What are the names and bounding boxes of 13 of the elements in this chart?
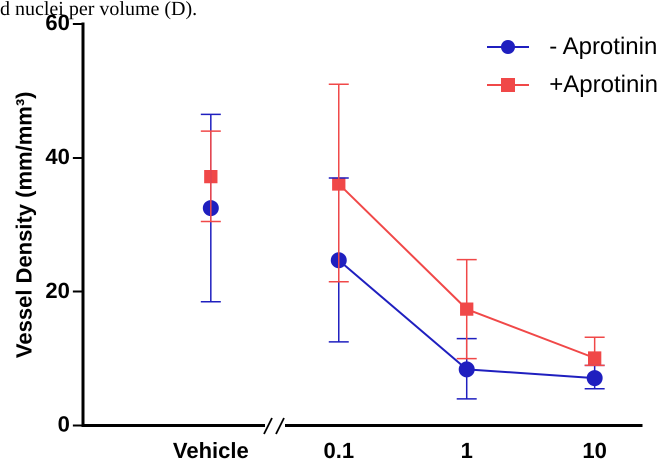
y-tick-label: 20 [45, 278, 70, 303]
y-tick-label: 40 [45, 144, 70, 169]
legend-label: - Aprotinin [549, 33, 658, 61]
point [588, 351, 602, 365]
y-tick-label: 0 [58, 412, 70, 437]
y-axis-title: Vessel Density (mm/mm³) [11, 92, 36, 358]
legend-label: +Aprotinin [549, 71, 658, 99]
x-tick-label: Vehicle [172, 438, 249, 463]
x-tick-label: 0.1 [323, 438, 354, 463]
x-tick-label: 10 [582, 438, 607, 463]
point [204, 170, 218, 184]
point [460, 302, 474, 316]
x-tick-label: 1 [460, 438, 473, 463]
